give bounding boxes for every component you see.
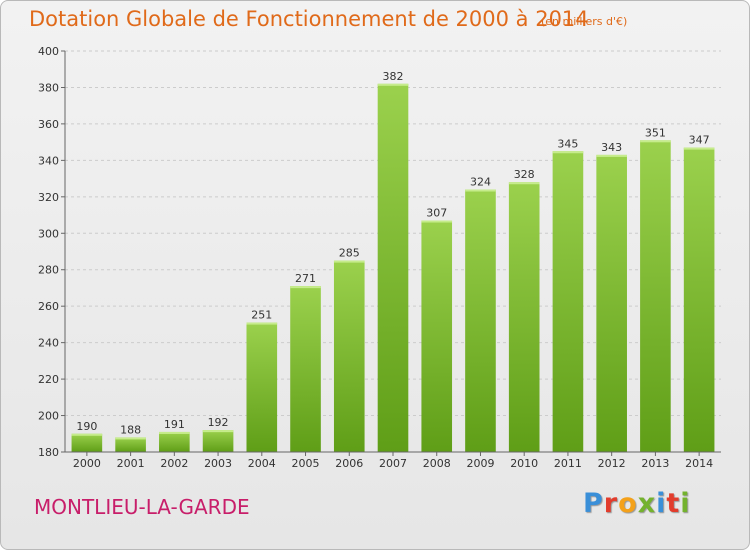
value-label: 324 — [470, 176, 491, 189]
y-tick-label: 280 — [38, 264, 59, 277]
x-tick-label: 2013 — [641, 457, 669, 470]
bar-highlight — [640, 140, 671, 143]
y-tick-label: 240 — [38, 337, 59, 350]
bar-highlight — [159, 431, 190, 434]
proxiti-logo[interactable]: Proxiti — [583, 488, 691, 519]
x-tick-label: 2001 — [117, 457, 145, 470]
value-label: 345 — [557, 137, 578, 150]
value-label: 192 — [208, 416, 229, 429]
bar-2014 — [683, 147, 715, 452]
chart-subtitle: (en milliers d'€) — [541, 15, 628, 28]
x-tick-label: 2006 — [335, 457, 363, 470]
y-tick-label: 180 — [38, 446, 59, 459]
bar-2013 — [640, 140, 671, 452]
value-label: 307 — [426, 207, 447, 220]
bar-highlight — [115, 437, 146, 440]
bar-2005 — [290, 286, 321, 452]
x-tick-label: 2009 — [466, 457, 494, 470]
bar-2000 — [71, 433, 103, 452]
bar-highlight — [683, 147, 715, 150]
bar-2010 — [508, 182, 540, 452]
bar-highlight — [465, 189, 496, 192]
x-tick-label: 2004 — [248, 457, 276, 470]
y-tick-label: 360 — [38, 118, 59, 131]
bar-highlight — [508, 182, 540, 185]
bar-2006 — [333, 260, 365, 452]
y-tick-label: 200 — [38, 410, 59, 423]
bar-highlight — [552, 151, 584, 154]
x-tick-label: 2007 — [379, 457, 407, 470]
x-tick-label: 2012 — [598, 457, 626, 470]
value-label: 285 — [339, 247, 360, 260]
x-tick-label: 2005 — [292, 457, 320, 470]
y-tick-label: 320 — [38, 191, 59, 204]
x-tick-label: 2003 — [204, 457, 232, 470]
bar-2008 — [421, 220, 453, 452]
chart-title: Dotation Globale de Fonctionnement de 20… — [29, 7, 589, 31]
place-name: MONTLIEU-LA-GARDE — [34, 495, 250, 519]
bar-highlight — [333, 260, 365, 263]
value-label: 251 — [251, 309, 272, 322]
value-label: 188 — [120, 423, 141, 436]
bar-2007 — [377, 83, 409, 453]
y-tick-label: 380 — [38, 81, 59, 94]
value-label: 190 — [76, 420, 97, 433]
value-label: 343 — [601, 141, 622, 154]
x-tick-label: 2008 — [423, 457, 451, 470]
value-label: 347 — [689, 134, 710, 147]
bar-2011 — [552, 151, 584, 452]
bar-2003 — [202, 430, 234, 452]
y-tick-label: 220 — [38, 373, 59, 386]
y-tick-label: 340 — [38, 154, 59, 167]
bar-highlight — [202, 430, 234, 433]
value-label: 271 — [295, 272, 316, 285]
value-label: 382 — [383, 70, 404, 83]
bar-2004 — [246, 322, 278, 452]
x-tick-label: 2010 — [510, 457, 538, 470]
y-tick-label: 260 — [38, 300, 59, 313]
value-label: 351 — [645, 126, 666, 139]
bar-2012 — [596, 154, 627, 453]
bar-highlight — [421, 220, 453, 223]
bar-2009 — [465, 189, 496, 452]
bar-highlight — [596, 154, 627, 157]
value-label: 328 — [514, 168, 535, 181]
bar-highlight — [290, 286, 321, 289]
bar-highlight — [377, 83, 409, 86]
x-tick-label: 2014 — [685, 457, 713, 470]
y-tick-label: 400 — [38, 45, 59, 58]
bar-2002 — [159, 431, 190, 452]
value-label: 191 — [164, 418, 185, 431]
bar-highlight — [246, 322, 278, 325]
x-tick-label: 2000 — [73, 457, 101, 470]
bar-2001 — [115, 437, 146, 452]
x-tick-label: 2011 — [554, 457, 582, 470]
y-tick-label: 300 — [38, 227, 59, 240]
bar-highlight — [71, 433, 103, 436]
x-tick-label: 2002 — [160, 457, 188, 470]
